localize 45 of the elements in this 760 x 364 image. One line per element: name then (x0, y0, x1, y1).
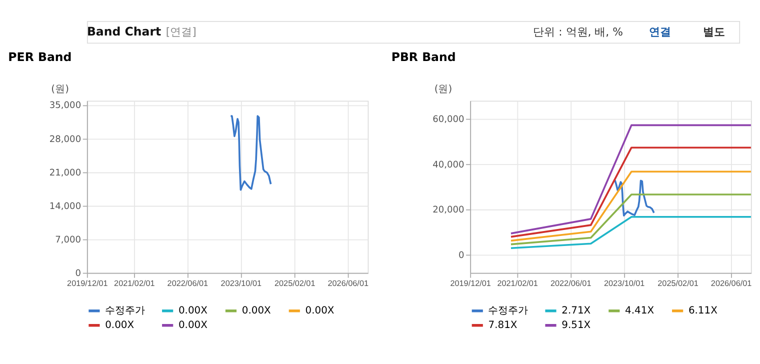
legend-label: 0.00X (105, 320, 134, 332)
x-tick-label: 2026/06/01 (328, 278, 369, 288)
y-tick-label: 28,000 (49, 134, 82, 145)
y-tick-label: 0 (75, 269, 82, 279)
y-tick-label: 35,000 (49, 101, 82, 112)
legend-label: 수정주가 (488, 306, 528, 317)
y-tick-label: 0 (458, 250, 464, 261)
x-tick-label: 2025/02/01 (658, 278, 699, 288)
legend-label: 4.41X (625, 306, 654, 317)
legend-label: 0.00X (178, 320, 208, 332)
y-axis-title: (원) (434, 84, 452, 96)
y-tick-label: 7,000 (55, 235, 82, 246)
y-tick-label: 60,000 (432, 115, 464, 126)
y-tick-label: 21,000 (49, 168, 82, 178)
y-axis-title: (원) (51, 84, 70, 96)
text: 별도 (703, 26, 726, 38)
x-tick-label: 2022/06/01 (167, 278, 209, 288)
x-tick-label: 2023/10/01 (604, 278, 646, 288)
text: Band Chart (86, 24, 162, 38)
y-tick-label: 20,000 (432, 206, 464, 216)
line-series (612, 180, 655, 216)
line-series (230, 115, 272, 191)
y-tick-label: 40,000 (432, 160, 464, 170)
chart-title: PBR Band (391, 50, 456, 64)
x-tick-label: 2021/02/01 (114, 278, 156, 288)
legend-label: 6.11X (688, 306, 718, 317)
legend-label: 수정주가 (105, 306, 146, 317)
x-tick-label: 2019/12/01 (67, 278, 108, 288)
legend-label: 2.71X (562, 306, 591, 317)
legend-label: 0.00X (242, 306, 272, 317)
x-tick-label: 2026/06/01 (710, 278, 752, 288)
text: [연결] (166, 26, 196, 38)
x-tick-label: 2019/12/01 (450, 278, 492, 288)
text: 연결 (649, 26, 672, 38)
legend-label: 9.51X (562, 320, 591, 332)
chart-title: PER Band (8, 50, 72, 64)
x-tick-label: 2022/06/01 (550, 278, 592, 288)
legend-label: 7.81X (488, 320, 518, 332)
x-tick-label: 2023/10/01 (220, 278, 262, 288)
legend-label: 0.00X (178, 306, 208, 317)
legend-label: 0.00X (305, 306, 334, 317)
x-tick-label: 2021/02/01 (497, 278, 538, 288)
text: 단위 : 억원, 배, % (533, 26, 623, 38)
y-tick-label: 14,000 (49, 202, 82, 212)
x-tick-label: 2025/02/01 (274, 278, 316, 288)
